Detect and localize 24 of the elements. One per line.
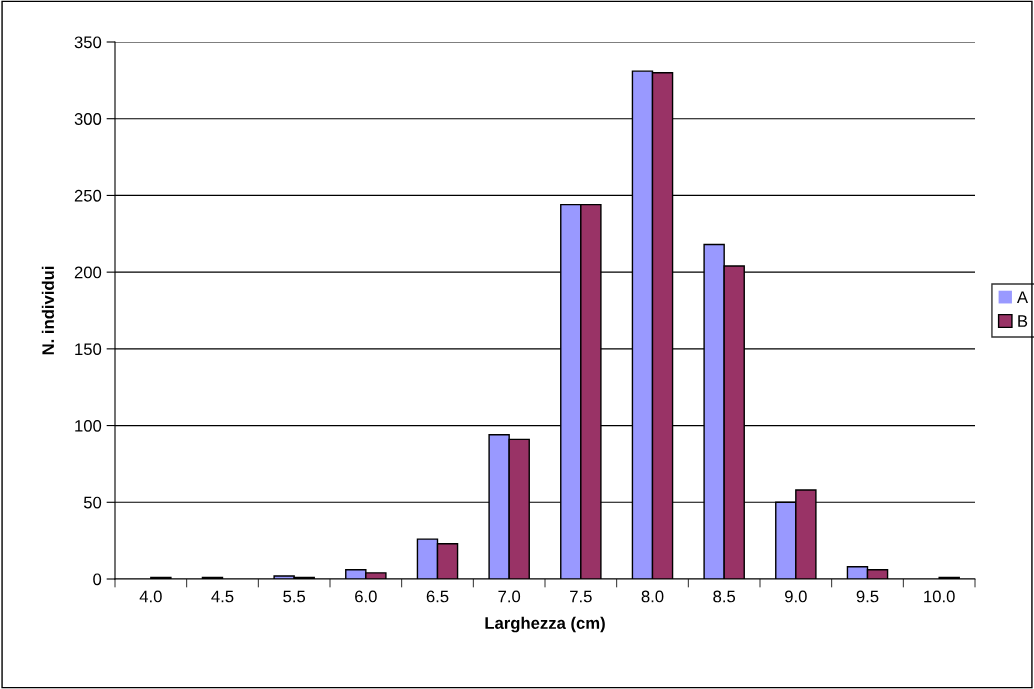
y-tick-label: 0 xyxy=(93,573,102,586)
x-tick-label: 4.0 xyxy=(139,590,162,603)
x-tick-label: 9.0 xyxy=(785,590,807,603)
y-axis-title: N. individui xyxy=(41,266,55,355)
x-tick-label: 4.5 xyxy=(211,590,234,603)
y-tick-label: 50 xyxy=(83,496,102,509)
x-tick-label: 9.5 xyxy=(856,590,879,603)
x-tick-label: 6.0 xyxy=(355,590,377,603)
x-tick-label: 7.0 xyxy=(498,590,521,603)
x-tick-label: 6.5 xyxy=(426,590,449,603)
y-tick-label: 100 xyxy=(75,419,102,432)
y-tick-label: 300 xyxy=(74,113,102,125)
y-tick-label: 250 xyxy=(74,189,102,202)
x-tick-label: 8.0 xyxy=(641,590,664,603)
x-tick-label: 10.0 xyxy=(924,590,955,603)
legend-label: A xyxy=(1016,291,1029,303)
x-axis-title: Larghezza (cm) xyxy=(485,616,605,633)
y-tick-label: 200 xyxy=(74,266,102,279)
y-tick-label: 350 xyxy=(74,36,102,49)
x-tick-label: 5.5 xyxy=(283,590,306,603)
x-tick-label: 7.5 xyxy=(570,590,592,603)
x-tick-label: 8.5 xyxy=(713,590,736,603)
y-tick-label: 150 xyxy=(75,343,102,356)
legend-label: B xyxy=(1018,315,1028,327)
